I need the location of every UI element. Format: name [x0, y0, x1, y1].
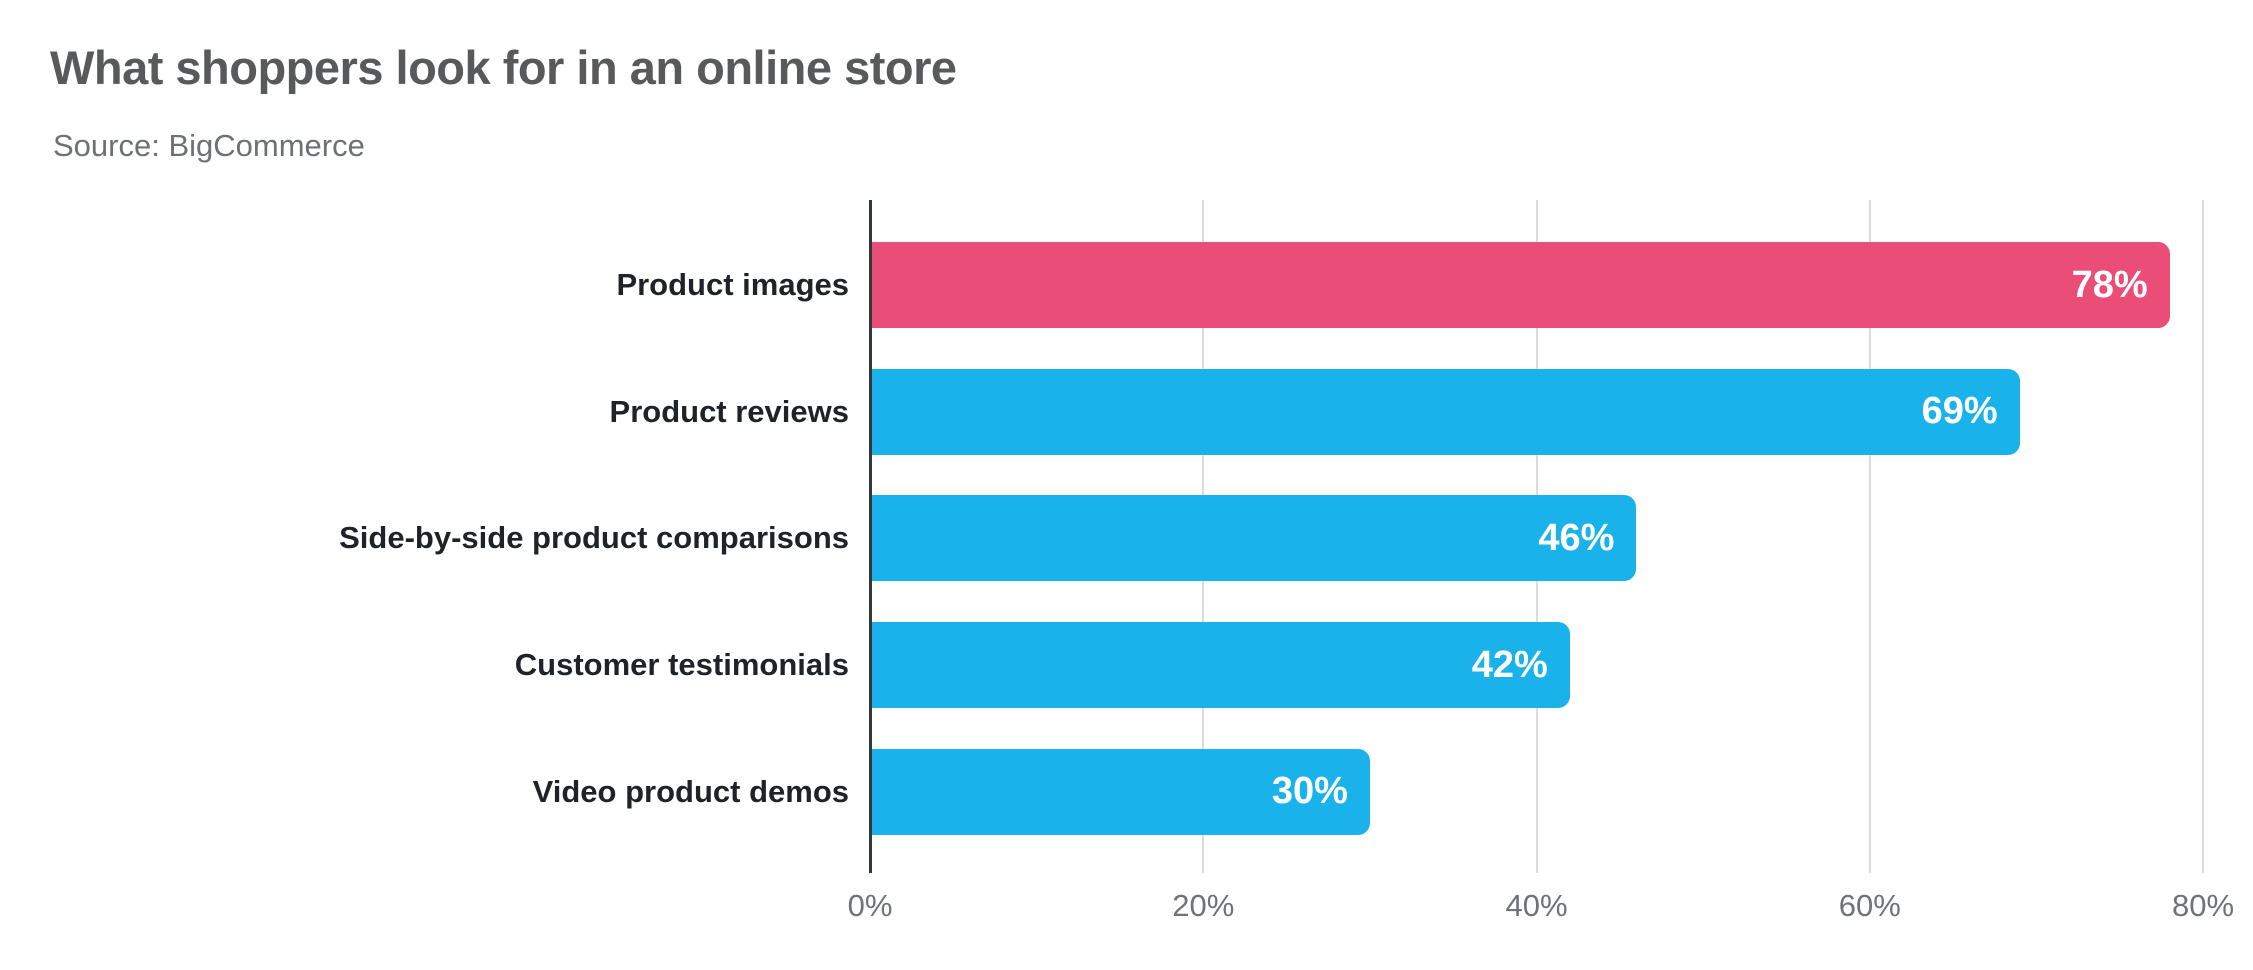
- category-label: Product images: [616, 267, 849, 303]
- bar: 69%: [870, 368, 2020, 455]
- bar-row: Product reviews 69%: [0, 349, 2253, 476]
- value-label: 78%: [2071, 263, 2148, 306]
- x-tick-label: 40%: [1505, 888, 1568, 923]
- gridline: [1868, 200, 1871, 873]
- value-label: 30%: [1271, 770, 1348, 813]
- category-label: Video product demos: [532, 773, 849, 809]
- category-label: Product reviews: [609, 393, 849, 429]
- value-label: 46%: [1538, 516, 1615, 559]
- chart-source-label: Source: BigCommerce: [53, 128, 365, 163]
- bar-row: Video product demos 30%: [0, 728, 2253, 855]
- value-label: 42%: [1471, 643, 1548, 686]
- x-tick-label: 80%: [2171, 888, 2235, 923]
- value-label: 69%: [1921, 390, 1998, 433]
- x-tick-label: 0%: [847, 888, 893, 923]
- bar-row: Side-by-side product comparisons 46%: [0, 475, 2253, 602]
- bar: 30%: [870, 748, 1370, 835]
- bar-row: Customer testimonials 42%: [0, 602, 2253, 729]
- bar: 78%: [870, 242, 2170, 329]
- bar-row: Product images 78%: [0, 222, 2253, 349]
- bar: 46%: [870, 495, 1637, 582]
- gridline: [2202, 200, 2204, 873]
- category-label: Customer testimonials: [514, 647, 849, 683]
- chart-title: What shoppers look for in an online stor…: [50, 41, 957, 94]
- category-label: Side-by-side product comparisons: [339, 520, 849, 556]
- bar-rows: Product images 78% Product reviews 69% Side-…: [0, 222, 2253, 855]
- bar: 42%: [870, 622, 1570, 709]
- y-axis-line: [869, 200, 872, 873]
- x-tick-label: 60%: [1838, 888, 1901, 923]
- x-tick-label: 20%: [1172, 888, 1235, 923]
